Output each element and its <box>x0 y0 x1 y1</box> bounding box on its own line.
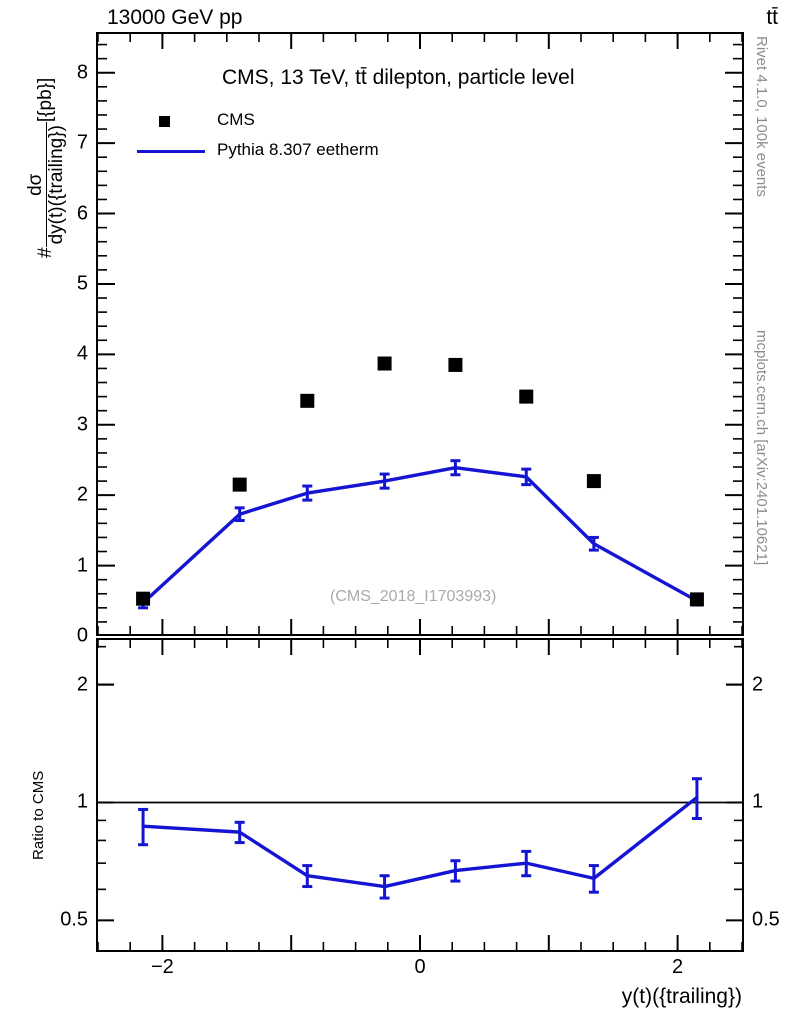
main-y-tick-label: 5 <box>76 272 88 295</box>
main-y-tick-label: 8 <box>76 61 88 84</box>
square-marker-icon <box>135 106 209 136</box>
legend-label-pythia: Pythia 8.307 eetherm <box>217 140 379 159</box>
analysis-watermark: (CMS_2018_I1703993) <box>330 588 497 605</box>
data-point <box>689 592 704 607</box>
ratio-y-tick-label-right: 2 <box>752 673 764 696</box>
ratio-error-bars <box>138 777 702 900</box>
legend: CMS Pythia 8.307 eetherm <box>135 106 435 166</box>
pythia-error-bars <box>138 459 702 610</box>
y-axis-hash: # <box>35 247 57 258</box>
main-plot-panel <box>96 32 744 636</box>
ratio-plot-canvas <box>98 640 742 950</box>
x-tick-label: 0 <box>414 956 426 978</box>
x-tick-label: −2 <box>150 956 174 978</box>
data-point <box>586 474 601 489</box>
line-marker-icon <box>135 136 209 166</box>
main-plot-title: CMS, 13 TeV, tt̄ dilepton, particle leve… <box>222 66 575 89</box>
data-point <box>136 591 151 606</box>
rivet-credit-label: Rivet 4.1.0, 100k events <box>753 36 770 197</box>
cms-data-markers <box>136 356 704 607</box>
main-x-ticks <box>98 34 742 634</box>
ratio-y-tick-label: 2 <box>76 673 88 696</box>
ratio-line <box>141 795 699 889</box>
main-y-tick-label: 2 <box>76 483 88 506</box>
main-y-tick-label: 4 <box>76 342 88 365</box>
y-axis-unit: [{pb}] <box>35 77 57 123</box>
x-tick-label: 2 <box>672 956 684 978</box>
legend-item-pythia[interactable]: Pythia 8.307 eetherm <box>135 136 435 166</box>
pythia-line <box>141 466 699 605</box>
main-y-tick-label: 3 <box>76 413 88 436</box>
main-y-tick-label: 0 <box>76 624 88 647</box>
x-axis-title: y(t)({trailing}) <box>621 985 742 1008</box>
data-point <box>448 357 463 372</box>
mcplots-credit-label: mcplots.cern.ch [arXiv:2401.10621] <box>753 330 770 566</box>
data-point <box>377 356 392 371</box>
main-y-tick-label: 1 <box>76 554 88 577</box>
ratio-plot-panel <box>96 638 744 952</box>
main-y-tick-label: 6 <box>76 202 88 225</box>
beam-energy-label: 13000 GeV pp <box>107 6 243 29</box>
main-plot-canvas <box>98 34 742 634</box>
y-axis-denominator: dy(t)({trailing}) <box>45 122 67 248</box>
ratio-y-tick-label-right: 0.5 <box>752 908 780 931</box>
y-axis-title: # dσ dy(t)({trailing}) [{pb}] <box>25 77 67 258</box>
ratio-axis-title: Ratio to CMS <box>30 770 47 860</box>
y-axis-numerator: dσ <box>25 173 46 196</box>
main-y-tick-label: 7 <box>76 131 88 154</box>
data-point <box>519 389 534 404</box>
ratio-x-ticks <box>98 640 742 950</box>
ratio-y-tick-label: 0.5 <box>60 908 88 931</box>
legend-item-cms[interactable]: CMS <box>135 106 435 136</box>
ratio-y-tick-label: 1 <box>76 790 88 813</box>
legend-label-cms: CMS <box>217 110 255 129</box>
ratio-y-tick-label-right: 1 <box>752 790 764 813</box>
main-y-ticks <box>98 43 742 623</box>
data-point <box>232 477 247 492</box>
process-label: tt̄ <box>766 6 778 29</box>
data-point <box>300 393 315 408</box>
